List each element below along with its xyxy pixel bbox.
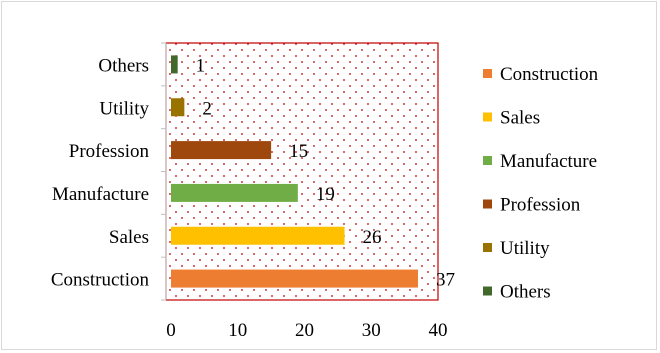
x-tick-label-0: 0: [166, 320, 176, 341]
category-label-sales: Sales: [109, 227, 149, 248]
legend-label-manufacture: Manufacture: [500, 151, 597, 172]
bar-utility: [171, 98, 185, 117]
x-tick-label-40: 40: [429, 320, 448, 341]
x-tick-label-30: 30: [362, 320, 381, 341]
legend-swatch-profession: [483, 199, 492, 209]
x-tick-label-10: 10: [228, 320, 247, 341]
legend-label-construction: Construction: [500, 64, 599, 85]
legend-swatch-sales: [483, 112, 492, 122]
data-label-utility: 2: [202, 98, 212, 119]
category-label-manufacture: Manufacture: [52, 184, 149, 205]
category-labels: Construction Sales Manufacture Profession Ut…: [51, 55, 150, 290]
data-label-sales: 26: [363, 227, 382, 248]
bar-construction: [171, 269, 418, 288]
bar-profession: [171, 141, 272, 160]
legend-label-others: Others: [500, 282, 551, 303]
data-label-manufacture: 19: [316, 184, 335, 205]
category-label-utility: Utility: [99, 98, 149, 119]
bar-sales: [171, 226, 345, 245]
legend: Construction Sales Manufacture Profession Ut…: [483, 64, 599, 303]
data-labels: 37 26 19 15 2 1: [196, 55, 455, 290]
legend-label-utility: Utility: [500, 238, 550, 259]
plot-area: [165, 42, 439, 301]
legend-swatch-manufacture: [483, 156, 492, 165]
x-tick-labels: 0 10 20 30 40: [166, 320, 447, 341]
legend-swatch-utility: [483, 243, 492, 252]
bars-group: [171, 55, 418, 288]
data-label-others: 1: [196, 55, 206, 76]
legend-swatch-construction: [483, 69, 492, 78]
data-label-construction: 37: [436, 270, 455, 291]
y-axis: [161, 42, 167, 301]
category-label-profession: Profession: [69, 141, 150, 162]
legend-swatch-others: [483, 286, 492, 296]
bar-others: [171, 55, 178, 74]
category-label-others: Others: [98, 55, 149, 76]
legend-label-sales: Sales: [500, 108, 540, 129]
legend-label-profession: Profession: [500, 195, 581, 216]
bar-manufacture: [171, 183, 298, 202]
data-label-profession: 15: [289, 141, 308, 162]
x-tick-label-20: 20: [295, 320, 314, 341]
category-label-construction: Construction: [51, 270, 150, 291]
